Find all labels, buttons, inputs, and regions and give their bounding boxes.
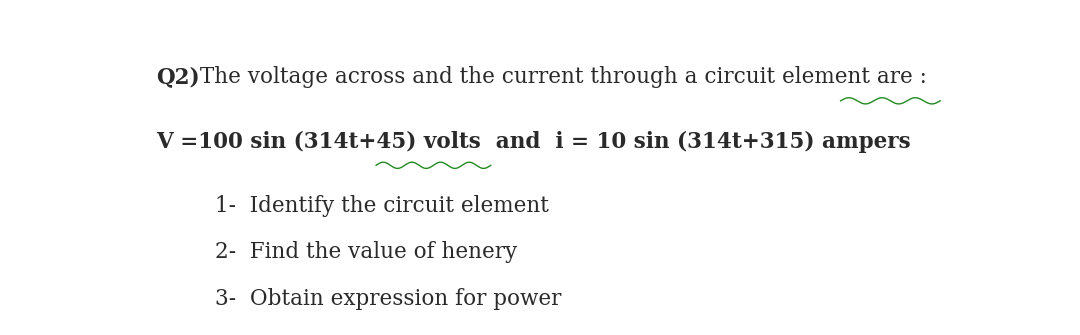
Text: V =100 sin (314t+45) volts  and  i = 10 sin (314t+315) ampers: V =100 sin (314t+45) volts and i = 10 si… <box>156 130 910 152</box>
Text: Q2): Q2) <box>156 66 200 88</box>
Text: 2-  Find the value of henery: 2- Find the value of henery <box>215 242 516 263</box>
Text: The voltage across and the current through a circuit element are :: The voltage across and the current throu… <box>192 66 927 88</box>
Text: 1-  Identify the circuit element: 1- Identify the circuit element <box>215 195 549 217</box>
Text: 3-  Obtain expression for power: 3- Obtain expression for power <box>215 288 561 310</box>
